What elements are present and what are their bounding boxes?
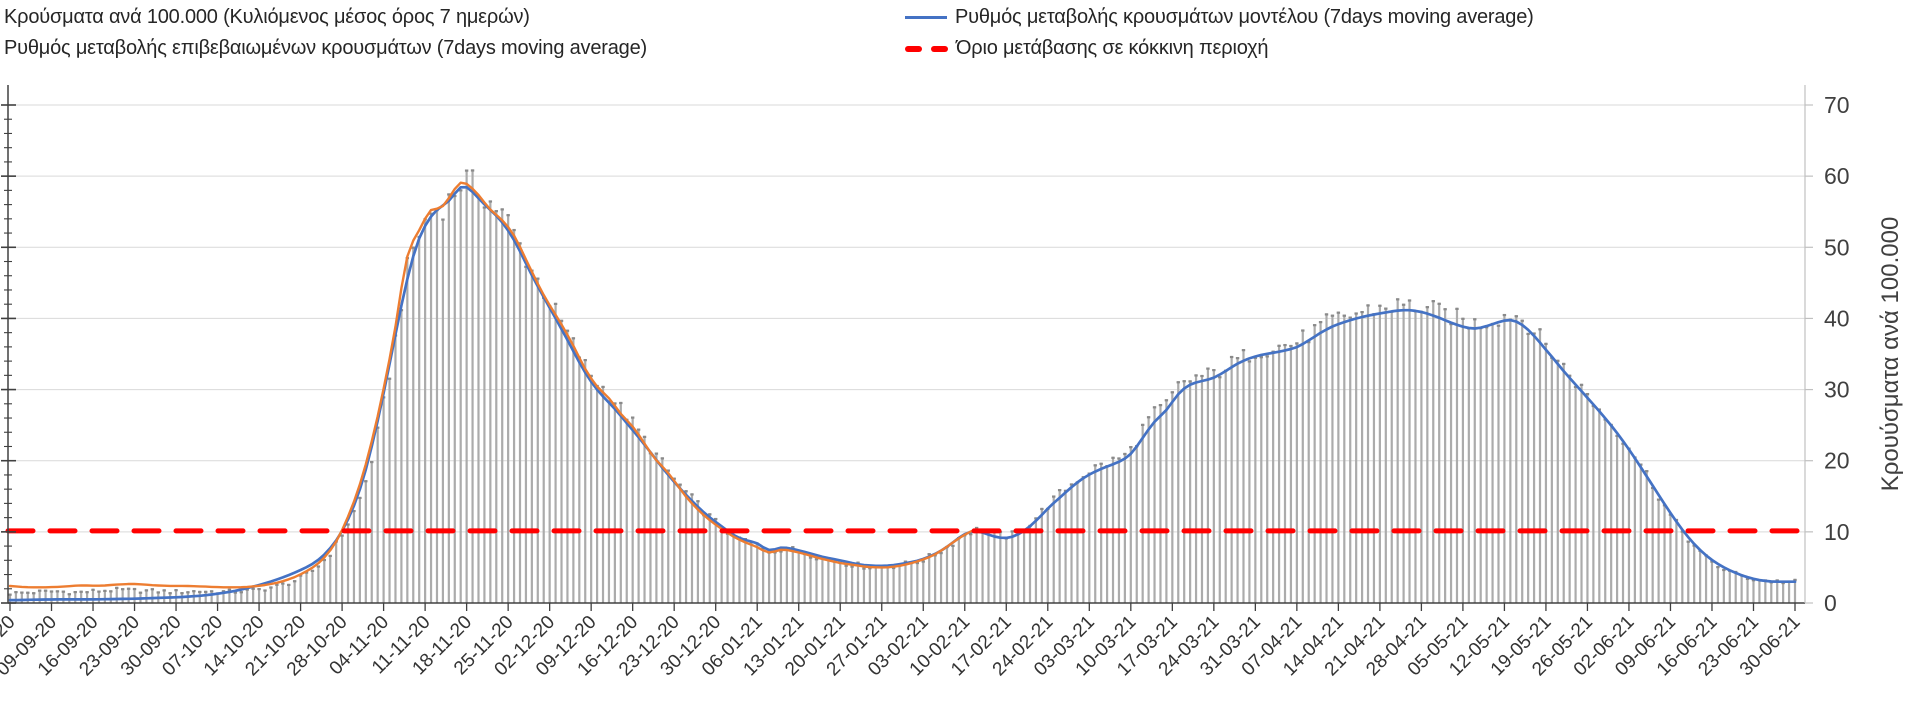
- threshold-dash-swatch-icon: [905, 45, 948, 52]
- legend-label-red-threshold: Όριο μετάβασης σε κόκκινη περιοχή: [956, 37, 1269, 59]
- y-axis-label: 10: [1824, 519, 1850, 545]
- legend-label-model-line: Ρυθμός μεταβολής κρουσμάτων μοντέλου (7d…: [955, 6, 1534, 28]
- y-axis-label: 50: [1824, 234, 1850, 260]
- legend-item-model-line: Ρυθμός μεταβολής κρουσμάτων μοντέλου (7d…: [905, 6, 1534, 29]
- y-axis-ticks-and-labels: 0 10 20 30 40 50 60 70: [1805, 92, 1850, 616]
- model-line-swatch-icon: [905, 16, 947, 19]
- legend-item-cases-bars: Κρούσματα ανά 100.000 (Κυλιόμενος μέσος …: [4, 6, 530, 29]
- y-axis-label: 20: [1824, 448, 1850, 474]
- y-axis-label: 30: [1824, 377, 1850, 403]
- legend-item-confirmed-line: Ρυθμός μεταβολής επιβεβαιωμένων κρουσμάτ…: [4, 37, 647, 60]
- confirmed-line-series: [8, 181, 978, 589]
- left-axis-ticks: [1, 104, 16, 604]
- legend-label-cases-bars: Κρούσματα ανά 100.000 (Κυλιόμενος μέσος …: [4, 6, 530, 28]
- y-axis-label: 40: [1824, 305, 1850, 331]
- legend-item-red-threshold: Όριο μετάβασης σε κόκκινη περιοχή: [905, 37, 1268, 60]
- y-axis-label: 70: [1824, 92, 1850, 118]
- legend-label-confirmed-line: Ρυθμός μεταβολής επιβεβαιωμένων κρουσμάτ…: [4, 37, 647, 59]
- y-axis-label: 0: [1824, 590, 1837, 616]
- x-axis-ticks-and-labels: 02-09-2009-09-2016-09-2023-09-2030-09-20…: [0, 603, 1805, 680]
- model-line-series: [8, 185, 1797, 602]
- y-axis-title: Κρουύσματα ανά 100.000: [1877, 217, 1904, 492]
- y-axis-label: 60: [1824, 163, 1850, 189]
- bars-series-cases-per-100k: [8, 169, 1797, 604]
